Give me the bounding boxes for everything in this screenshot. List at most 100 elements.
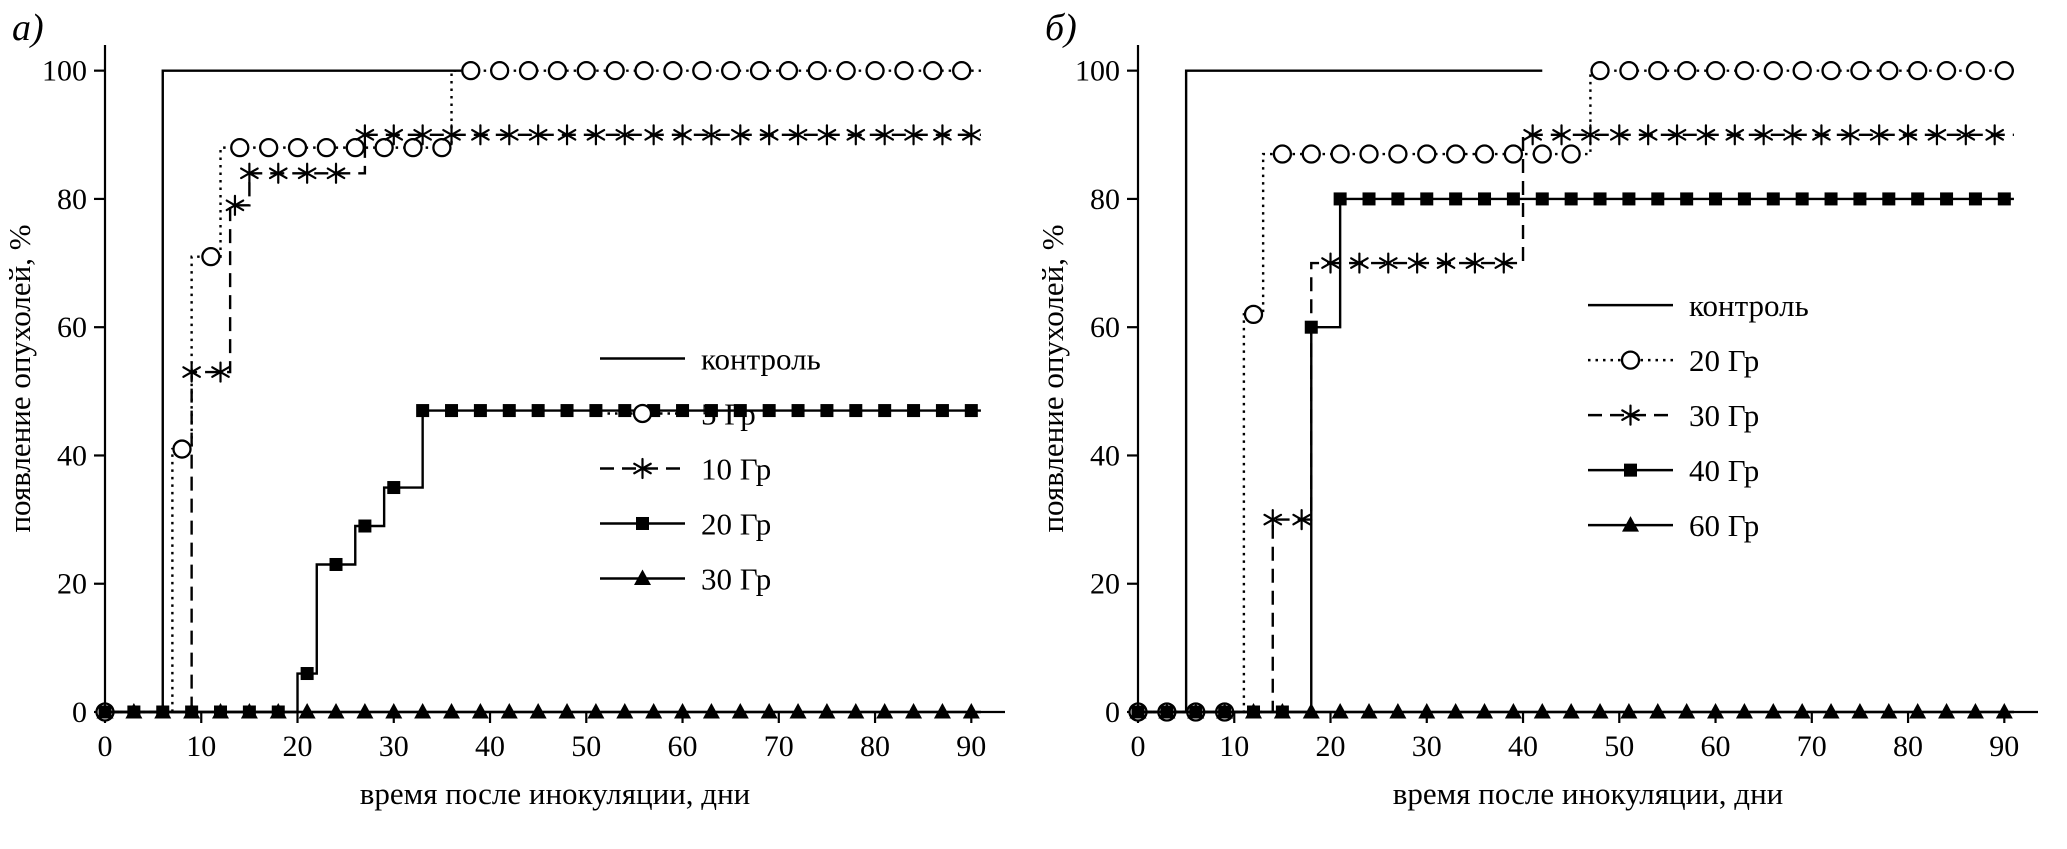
square-marker [502, 404, 516, 418]
y-tick-label: 60 [1090, 311, 1120, 344]
x-tick-label: 20 [1316, 730, 1346, 763]
circle-marker [403, 137, 423, 158]
asterisk-marker [961, 124, 981, 146]
y-tick-label: 40 [57, 439, 87, 472]
circle-marker [547, 61, 568, 81]
triangle-marker [905, 703, 923, 719]
triangle-marker [1822, 703, 1840, 719]
asterisk-marker [182, 361, 201, 383]
legend-item-контроль: контроль [600, 341, 821, 376]
axes: 0 10 20 30 40 50 60 70 80 90 0 20 40 60 80 100 [1075, 45, 2038, 763]
legend-item-30-Гр: 30 Гр [600, 561, 771, 596]
triangle-marker [1649, 703, 1667, 719]
asterisk-marker [1621, 404, 1640, 426]
triangle-marker [443, 703, 461, 719]
square-marker [618, 404, 632, 418]
triangle-marker [1909, 703, 1927, 719]
square-marker [1506, 192, 1520, 206]
legend-label: 30 Гр [1689, 398, 1759, 433]
circle-marker [1359, 144, 1379, 164]
panel-b: б) 0 10 20 30 40 50 60 70 80 90 0 20 40 60 80 100 время … [1033, 0, 2066, 849]
circle-marker [201, 246, 221, 267]
asterisk-marker [225, 194, 245, 216]
triangle-marker [1678, 703, 1696, 719]
triangle-marker [414, 703, 432, 719]
square-marker [1824, 192, 1838, 206]
circle-marker [1503, 144, 1524, 164]
triangle-marker [1476, 703, 1494, 719]
triangle-marker [1562, 703, 1580, 719]
asterisk-marker [211, 361, 230, 383]
triangle-marker [962, 703, 980, 719]
x-tick-label: 70 [764, 730, 794, 763]
asterisk-marker [355, 124, 375, 146]
triangle-marker [847, 703, 865, 719]
x-tick-label: 80 [1893, 730, 1923, 763]
triangle-marker [1793, 703, 1811, 719]
y-tick-label: 100 [1075, 55, 1120, 88]
legend-item-5-Гр: 5 Гр [600, 396, 756, 431]
triangle-marker [558, 703, 576, 719]
asterisk-marker [1292, 508, 1311, 531]
triangle-marker [1620, 703, 1638, 719]
series-контроль [105, 69, 462, 714]
triangle-marker [1389, 703, 1407, 719]
asterisk-marker [1956, 124, 1976, 146]
series-line [105, 69, 462, 714]
asterisk-marker [1436, 252, 1456, 274]
circle-marker [1994, 61, 2014, 81]
series-40-Гр [1131, 192, 2014, 719]
asterisk-marker [1667, 124, 1687, 146]
asterisk-marker [1378, 252, 1398, 274]
circle-marker [1792, 61, 1812, 81]
x-tick-label: 60 [1701, 730, 1731, 763]
circle-marker [518, 61, 539, 81]
square-marker [1680, 192, 1694, 206]
square-marker [935, 404, 949, 418]
circle-marker [490, 61, 510, 81]
square-marker [733, 404, 747, 418]
square-marker [907, 404, 921, 418]
triangle-marker [933, 703, 951, 719]
triangle-marker [1216, 703, 1234, 719]
asterisk-marker [788, 124, 808, 146]
triangle-marker [154, 703, 172, 719]
x-axis-title: время после инокуляции, дни [1393, 776, 1784, 811]
asterisk-marker [586, 124, 606, 146]
circle-marker [1272, 144, 1293, 164]
asterisk-marker [1407, 252, 1427, 274]
y-tick-label: 20 [1090, 568, 1120, 601]
x-tick-label: 10 [1219, 730, 1249, 763]
triangle-marker [876, 703, 894, 719]
circle-marker [923, 61, 943, 81]
square-marker [329, 557, 343, 571]
circle-marker [778, 61, 799, 81]
circle-marker [345, 137, 365, 158]
asterisk-marker [875, 124, 895, 146]
triangle-marker [240, 703, 258, 719]
asterisk-marker [268, 162, 288, 184]
legend-label: 10 Гр [701, 451, 771, 486]
square-marker [762, 404, 776, 418]
legend-item-40-Гр: 40 Гр [1588, 453, 1759, 488]
asterisk-marker [1927, 124, 1947, 146]
square-marker [636, 516, 649, 530]
x-tick-label: 90 [956, 730, 986, 763]
series-line [1138, 69, 1543, 714]
x-tick-label: 50 [1604, 730, 1634, 763]
triangle-marker [385, 703, 403, 719]
series-контроль [1138, 69, 1543, 714]
asterisk-marker [471, 124, 490, 146]
asterisk-marker [1869, 124, 1889, 146]
circle-marker [663, 61, 683, 81]
x-tick-label: 80 [860, 730, 890, 763]
asterisk-marker [1985, 124, 2005, 146]
panel-a-label: а) [12, 7, 44, 49]
asterisk-marker [904, 124, 923, 146]
series-10-Гр [105, 124, 981, 714]
triangle-marker [269, 703, 287, 719]
triangle-marker [298, 703, 316, 719]
x-axis-title: время после инокуляции, дни [360, 776, 751, 811]
triangle-marker [616, 703, 634, 719]
